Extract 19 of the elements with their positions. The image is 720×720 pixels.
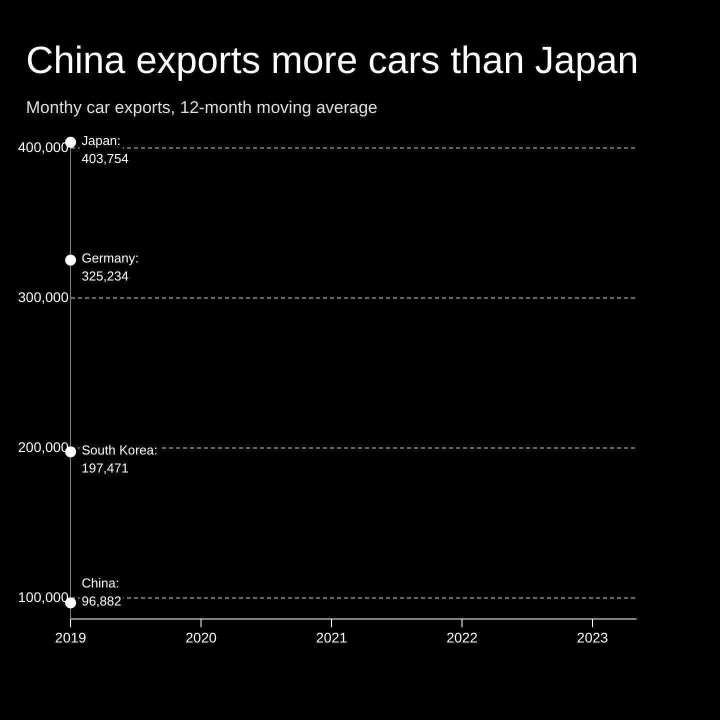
y-tick-label: 400,000 [18,138,69,155]
series-label: Germany: [82,250,139,266]
x-tick-label: 2021 [316,629,348,646]
x-tick-label: 2023 [576,629,608,646]
series-label: South Korea: [82,442,158,458]
series-label: Japan: [82,132,121,148]
x-tick-label: 2022 [446,629,478,646]
data-label: 96,882 [82,593,122,608]
data-label: 325,234 [82,268,129,284]
data-label: 197,471 [82,460,129,476]
y-tick-label: 300,000 [18,288,69,305]
chart-subtitle: Monthy car exports, 12-month moving average [26,98,378,118]
chart-title: China exports more cars than Japan [26,40,639,83]
y-tick-label: 200,000 [18,438,69,455]
x-tick-label: 2019 [55,629,86,646]
x-tick-label: 2020 [186,629,217,646]
series-label: China: [82,575,120,590]
data-label: 403,754 [82,150,129,166]
y-tick-label: 100,000 [18,589,69,606]
